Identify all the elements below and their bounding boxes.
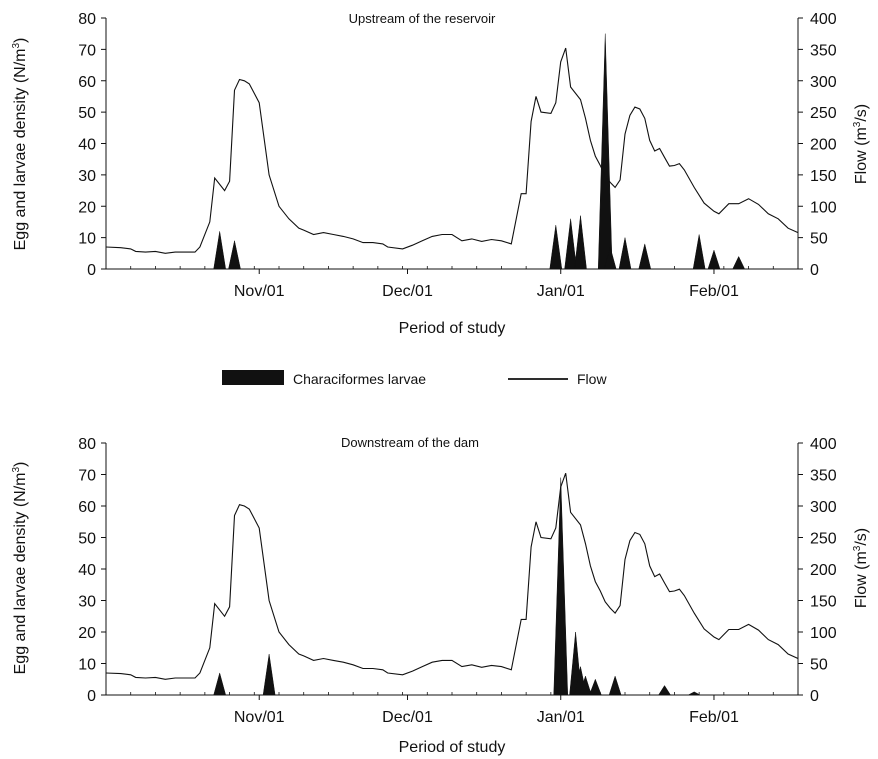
larvae-spike — [608, 675, 622, 696]
flow-line — [105, 47, 799, 254]
larvae-spike — [213, 231, 226, 270]
x-tick-label: Feb/01 — [689, 283, 739, 300]
larvae-spike — [564, 218, 577, 270]
downstream-panel: Downstream of the dam Period of study Eg… — [11, 435, 870, 756]
larvae-spike — [574, 215, 587, 270]
right-axis-label-sup: 3 — [852, 121, 863, 127]
left-tick-label: 70 — [78, 42, 96, 59]
x-tick-label: Dec/01 — [382, 283, 433, 300]
right-tick-label: 300 — [810, 74, 837, 91]
larvae-spike — [262, 654, 276, 696]
right-axis-label-sup: 3 — [852, 545, 863, 551]
right-axis-label: Flow (m3/s) — [852, 104, 870, 184]
right-tick-label: 350 — [810, 42, 837, 59]
right-tick-label: 350 — [810, 468, 837, 485]
right-tick-label: 400 — [810, 436, 837, 453]
right-tick-label: 50 — [810, 231, 828, 248]
larvae-spike — [638, 243, 652, 270]
legend: Characiformes larvae Flow — [222, 370, 607, 387]
legend-larvae-swatch — [222, 370, 284, 385]
upstream-panel: Upstream of the reservoir Period of stud… — [11, 11, 870, 337]
larvae-spike — [707, 249, 721, 270]
larvae-spike — [553, 477, 569, 696]
left-axis-label-sup: 3 — [11, 43, 22, 49]
x-tick-label: Jan/01 — [537, 283, 585, 300]
larvae-spike — [603, 246, 617, 270]
left-axis-label: Egg and larvae density (N/m3) — [11, 462, 29, 675]
left-tick-label: 30 — [78, 594, 96, 611]
x-tick-label: Dec/01 — [382, 709, 433, 726]
left-tick-label: 40 — [78, 562, 96, 579]
left-tick-label: 0 — [87, 688, 96, 705]
larvae-spike — [579, 675, 592, 696]
panel-title: Downstream of the dam — [341, 435, 479, 450]
x-axis-label: Period of study — [399, 320, 506, 337]
larvae-spike — [597, 33, 613, 270]
left-tick-label: 50 — [78, 105, 96, 122]
left-axis-label: Egg and larvae density (N/m3) — [11, 38, 29, 251]
left-tick-label: 10 — [78, 231, 96, 248]
right-tick-label: 100 — [810, 625, 837, 642]
right-tick-label: 400 — [810, 11, 837, 28]
x-tick-label: Feb/01 — [689, 709, 739, 726]
x-tick-label: Nov/01 — [234, 709, 285, 726]
larvae-spike — [658, 685, 671, 696]
larvae-spike — [618, 237, 632, 270]
right-axis-label: Flow (m3/s) — [852, 528, 870, 608]
left-tick-label: 20 — [78, 625, 96, 642]
left-tick-label: 40 — [78, 137, 96, 154]
right-tick-label: 100 — [810, 199, 837, 216]
right-tick-label: 0 — [810, 688, 819, 705]
right-tick-label: 250 — [810, 105, 837, 122]
right-tick-label: 150 — [810, 168, 837, 185]
right-tick-label: 50 — [810, 657, 828, 674]
larvae-spike — [228, 240, 241, 270]
larvae-spike — [688, 691, 701, 696]
left-tick-label: 50 — [78, 531, 96, 548]
left-tick-label: 20 — [78, 199, 96, 216]
flow-line — [105, 473, 799, 680]
x-tick-label: Nov/01 — [234, 283, 285, 300]
left-tick-label: 80 — [78, 436, 96, 453]
left-tick-label: 60 — [78, 74, 96, 91]
larvae-spike — [588, 678, 602, 696]
right-tick-label: 150 — [810, 594, 837, 611]
right-tick-label: 200 — [810, 562, 837, 579]
right-tick-label: 300 — [810, 499, 837, 516]
left-tick-label: 80 — [78, 11, 96, 28]
right-tick-label: 250 — [810, 531, 837, 548]
left-axis-label-sup: 3 — [11, 467, 22, 473]
larvae-spike — [549, 225, 563, 270]
x-tick-label: Jan/01 — [537, 709, 585, 726]
larvae-spike — [732, 255, 746, 270]
larvae-spike — [692, 234, 706, 270]
legend-larvae-label: Characiformes larvae — [293, 371, 426, 387]
x-axis-label: Period of study — [399, 739, 506, 756]
right-tick-label: 0 — [810, 262, 819, 279]
left-tick-label: 10 — [78, 657, 96, 674]
larvae-spike — [213, 671, 227, 696]
left-tick-label: 0 — [87, 262, 96, 279]
right-tick-label: 200 — [810, 137, 837, 154]
left-tick-label: 30 — [78, 168, 96, 185]
left-tick-label: 60 — [78, 499, 96, 516]
left-tick-label: 70 — [78, 468, 96, 485]
panel-title: Upstream of the reservoir — [349, 11, 496, 26]
legend-flow-label: Flow — [577, 371, 607, 387]
